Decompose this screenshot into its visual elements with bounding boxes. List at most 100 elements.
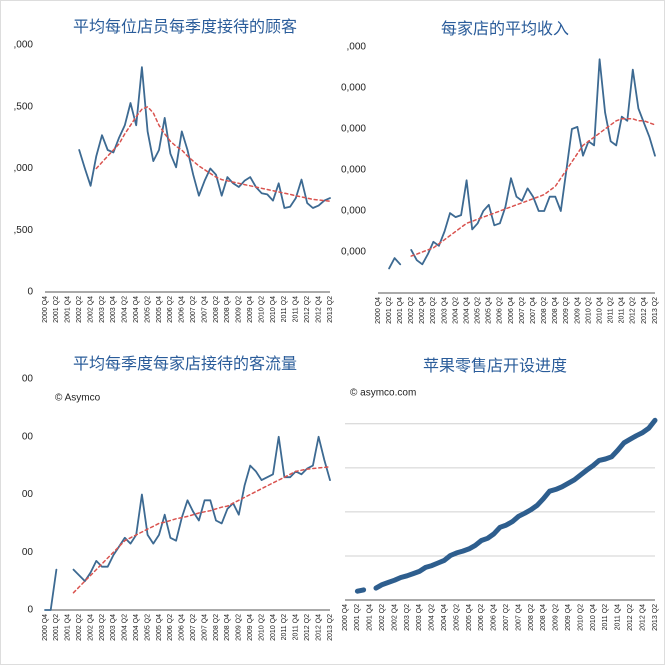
x-tick-label: 2013 Q2 <box>327 296 334 323</box>
x-tick-label: 2007 Q4 <box>515 604 522 631</box>
x-tick-label: 2000 Q4 <box>342 604 349 631</box>
y-tick-label: 0,000 <box>341 83 366 94</box>
x-tick-label: 2004 Q4 <box>441 604 448 631</box>
x-tick-label: 2000 Q4 <box>375 297 382 324</box>
x-tick-label: 2004 Q4 <box>133 614 140 641</box>
x-tick-label: 2007 Q4 <box>530 297 537 324</box>
x-tick-label: 2008 Q4 <box>552 297 559 324</box>
y-tick-label: ,000 <box>14 163 34 174</box>
x-tick-label: 2011 Q4 <box>615 604 622 630</box>
x-tick-label: 2006 Q2 <box>497 297 504 324</box>
data-line <box>354 417 658 594</box>
x-tick-label: 2010 Q2 <box>258 614 265 641</box>
x-tick-label: 2011 Q4 <box>293 296 300 322</box>
x-tick-label: 2005 Q4 <box>466 604 473 631</box>
x-tick-label: 2009 Q2 <box>236 614 243 641</box>
x-tick-label: 2002 Q2 <box>76 614 83 641</box>
y-tick-label: ,000 <box>14 40 34 51</box>
x-tick-label: 2003 Q4 <box>110 614 117 641</box>
x-tick-label: 2008 Q2 <box>213 296 220 323</box>
x-tick-label: 2004 Q2 <box>122 296 129 323</box>
y-tick-label: 0 <box>27 287 33 298</box>
x-tick-label: 2007 Q2 <box>519 297 526 324</box>
y-tick-label: 00 <box>22 431 34 442</box>
x-tick-label: 2012 Q4 <box>639 604 646 631</box>
x-tick-label: 2002 Q4 <box>391 604 398 631</box>
data-line <box>78 66 331 209</box>
x-tick-label: 2009 Q4 <box>565 604 572 631</box>
x-tick-label: 2007 Q4 <box>201 614 208 641</box>
x-tick-label: 2011 Q2 <box>608 297 615 323</box>
x-tick-label: 2003 Q2 <box>99 296 106 323</box>
x-tick-label: 2008 Q2 <box>528 604 535 631</box>
x-tick-label: 2013 Q2 <box>652 604 659 631</box>
x-tick-label: 2005 Q2 <box>475 297 482 324</box>
x-tick-label: 2011 Q2 <box>602 604 609 630</box>
x-tick-label: 2012 Q4 <box>315 296 322 323</box>
x-tick-label: 2005 Q2 <box>453 604 460 631</box>
x-tick-label: 2001 Q4 <box>65 296 72 323</box>
x-tick-label: 2003 Q2 <box>99 614 106 641</box>
x-tick-label: 2004 Q2 <box>452 297 459 324</box>
y-tick-label: 0,000 <box>341 124 366 135</box>
x-tick-label: 2001 Q4 <box>65 614 72 641</box>
x-tick-label: 2008 Q2 <box>541 297 548 324</box>
x-tick-label: 2010 Q2 <box>577 604 584 631</box>
x-tick-label: 2011 Q4 <box>293 614 300 640</box>
x-tick-label: 2012 Q2 <box>630 297 637 324</box>
x-tick-label: 2009 Q4 <box>247 296 254 323</box>
x-tick-label: 2001 Q2 <box>386 297 393 324</box>
x-tick-label: 2010 Q4 <box>590 604 597 631</box>
x-tick-label: 2007 Q2 <box>503 604 510 631</box>
chart-title: 平均每季度每家店接待的客流量 <box>73 355 297 373</box>
x-tick-label: 2010 Q4 <box>270 614 277 641</box>
trend-line <box>72 466 331 594</box>
x-tick-label: 2005 Q4 <box>156 296 163 323</box>
x-tick-label: 2012 Q4 <box>315 614 322 641</box>
x-tick-label: 2008 Q4 <box>224 614 231 641</box>
x-tick-label: 2008 Q4 <box>540 604 547 631</box>
x-tick-label: 2002 Q4 <box>87 614 94 641</box>
x-tick-label: 2009 Q2 <box>563 297 570 324</box>
x-tick-label: 2012 Q2 <box>627 604 634 631</box>
x-tick-label: 2001 Q2 <box>53 296 60 323</box>
y-tick-label: ,500 <box>14 225 34 236</box>
x-tick-label: 2007 Q2 <box>190 614 197 641</box>
x-tick-label: 2009 Q2 <box>236 296 243 323</box>
x-tick-label: 2001 Q4 <box>367 604 374 631</box>
x-tick-label: 2003 Q2 <box>404 604 411 631</box>
x-tick-label: 2003 Q2 <box>430 297 437 324</box>
x-tick-label: 2009 Q4 <box>247 614 254 641</box>
x-tick-label: 2011 Q2 <box>281 296 288 322</box>
x-tick-label: 2009 Q2 <box>553 604 560 631</box>
x-tick-label: 2011 Q4 <box>619 297 626 323</box>
annotation: © asymco.com <box>350 388 416 399</box>
x-tick-label: 2002 Q4 <box>87 296 94 323</box>
x-tick-label: 2008 Q2 <box>213 614 220 641</box>
y-tick-label: ,500 <box>14 101 34 112</box>
y-tick-label: ,000 <box>347 42 367 53</box>
x-tick-label: 2001 Q2 <box>53 614 60 641</box>
x-tick-label: 2001 Q2 <box>354 604 361 631</box>
x-tick-label: 2005 Q2 <box>144 296 151 323</box>
x-tick-label: 2004 Q4 <box>133 296 140 323</box>
annotation: © Asymco <box>55 393 101 404</box>
y-tick-label: 0,000 <box>341 206 366 217</box>
data-line <box>44 435 331 611</box>
x-tick-label: 2005 Q4 <box>156 614 163 641</box>
x-tick-label: 2010 Q2 <box>585 297 592 324</box>
y-tick-label: 0,000 <box>341 247 366 258</box>
x-tick-label: 2005 Q4 <box>486 297 493 324</box>
x-tick-label: 2000 Q4 <box>42 296 49 323</box>
x-tick-label: 2011 Q2 <box>281 614 288 640</box>
data-line <box>388 58 656 270</box>
x-tick-label: 2000 Q4 <box>42 614 49 641</box>
x-tick-label: 2007 Q2 <box>190 296 197 323</box>
x-tick-label: 2012 Q4 <box>641 297 648 324</box>
x-tick-label: 2006 Q4 <box>179 614 186 641</box>
x-tick-label: 2006 Q4 <box>179 296 186 323</box>
x-tick-label: 2003 Q4 <box>441 297 448 324</box>
x-tick-label: 2002 Q2 <box>76 296 83 323</box>
trend-line <box>95 106 331 202</box>
x-tick-label: 2009 Q4 <box>574 297 581 324</box>
